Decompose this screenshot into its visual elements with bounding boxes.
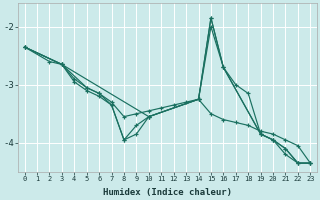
X-axis label: Humidex (Indice chaleur): Humidex (Indice chaleur): [103, 188, 232, 197]
